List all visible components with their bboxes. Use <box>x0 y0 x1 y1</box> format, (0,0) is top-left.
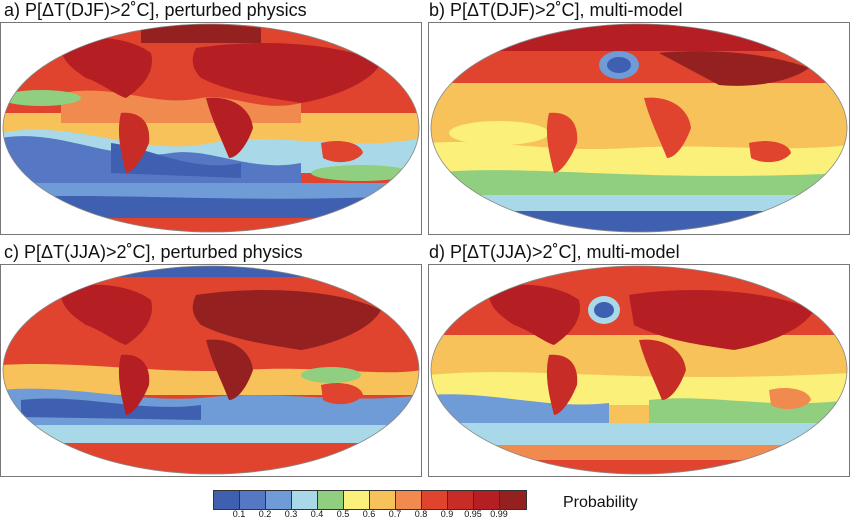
panel-c-map <box>0 264 422 477</box>
colorbar-swatch <box>396 491 422 509</box>
colorbar-tick-label: 0.95 <box>464 509 482 519</box>
panel-a-map <box>0 22 422 235</box>
colorbar-tick-label: 0.3 <box>284 509 298 519</box>
colorbar-title: Probability <box>563 494 638 511</box>
colorbar-tick-label: 0.99 <box>490 509 508 519</box>
colorbar-swatch <box>448 491 474 509</box>
colorbar-swatch <box>292 491 318 509</box>
colorbar-tick-label: 0.4 <box>310 509 324 519</box>
panel-c-title: c) P[ΔT(JJA)>2˚C], perturbed physics <box>4 242 303 262</box>
panel-a-title: a) P[ΔT(DJF)>2˚C], perturbed physics <box>4 0 307 20</box>
panel-d-title: d) P[ΔT(JJA)>2˚C], multi-model <box>429 242 680 262</box>
colorbar-tick-label: 0.7 <box>388 509 402 519</box>
colorbar-tick-label: 0.6 <box>362 509 376 519</box>
colorbar <box>213 490 527 510</box>
colorbar-swatch <box>474 491 500 509</box>
colorbar-swatch <box>214 491 240 509</box>
colorbar-swatch <box>266 491 292 509</box>
colorbar-tick-label: 0.9 <box>440 509 454 519</box>
colorbar-tick-label: 0.2 <box>258 509 272 519</box>
colorbar-swatch <box>370 491 396 509</box>
colorbar-swatch <box>240 491 266 509</box>
colorbar-tick-label: 0.8 <box>414 509 428 519</box>
panel-b-title: b) P[ΔT(DJF)>2˚C], multi-model <box>429 0 683 20</box>
colorbar-tick-label: 0.1 <box>232 509 246 519</box>
colorbar-swatch <box>422 491 448 509</box>
panel-d-map <box>428 264 850 477</box>
colorbar-tick-label: 0.5 <box>336 509 350 519</box>
panel-b-map <box>428 22 850 235</box>
colorbar-swatch <box>500 491 526 509</box>
colorbar-swatch <box>318 491 344 509</box>
colorbar-swatch <box>344 491 370 509</box>
colorbar-ticks: 0.1 0.2 0.3 0.4 0.5 0.6 0.7 0.8 0.9 0.95 0.99 <box>213 509 553 521</box>
